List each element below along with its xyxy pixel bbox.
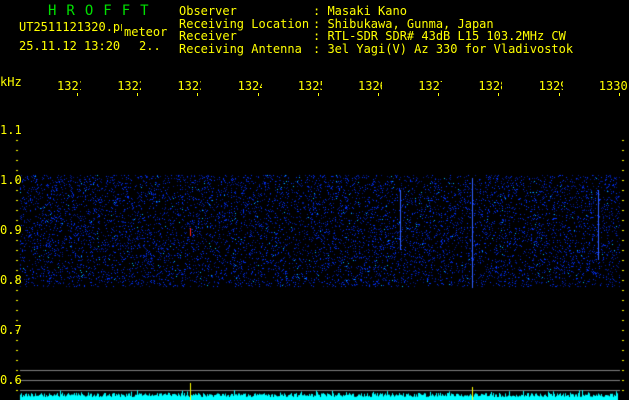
x-tick-label: 1323	[177, 80, 201, 93]
x-tick-mark	[137, 93, 139, 96]
info-value: : Masaki Kano	[313, 4, 407, 18]
mode-label: meteor	[124, 25, 168, 39]
x-tick-label: 1328	[478, 80, 502, 93]
y-tick-label: 0.9	[0, 223, 22, 237]
y-tick-label: 1.0	[0, 173, 22, 187]
info-label: Receiver	[179, 29, 237, 43]
datetime: 25.11.12 13:20	[19, 39, 121, 53]
info-label: Receiving Location	[179, 16, 310, 31]
extra-label: 2..	[139, 39, 161, 53]
x-tick-mark	[498, 93, 500, 96]
x-tick-label: 1329	[538, 80, 563, 93]
y-tick-label: 1.1	[0, 123, 22, 137]
x-tick-label: 1326	[358, 80, 382, 93]
y-tick-label: 0.8	[0, 273, 22, 287]
x-tick-label: 1324	[237, 80, 262, 93]
x-tick-mark	[77, 93, 78, 96]
x-tick-mark	[438, 93, 440, 96]
x-tick-mark	[197, 93, 199, 96]
x-tick-label: 1322	[117, 80, 141, 93]
x-tick-label: 1325	[297, 80, 322, 93]
y-tick-label: 0.7	[0, 323, 22, 337]
x-tick-mark	[618, 93, 620, 96]
info-value: : Shibukawa, Gunma, Japan	[313, 16, 494, 31]
x-tick-mark	[257, 93, 259, 96]
filename: UT2511121320.png	[19, 21, 122, 33]
y-tick-label: 0.6	[0, 373, 22, 387]
x-tick-mark	[317, 93, 319, 96]
x-tick-mark	[558, 93, 560, 96]
x-axis-unit: kHz	[0, 75, 22, 89]
x-tick-label: 1327	[418, 80, 442, 93]
info-label: Receiving Antenna	[179, 41, 302, 56]
x-tick-label: 1330	[598, 80, 628, 93]
app-title: HROFFT	[48, 3, 159, 19]
info-label: Observer	[179, 4, 237, 18]
info-value: : RTL-SDR SDR# 43dB L15 103.2MHz CW	[313, 29, 566, 43]
x-tick-mark	[378, 93, 379, 96]
info-value: : 3el Yagi(V) Az 330 for Vladivostok	[313, 41, 574, 56]
